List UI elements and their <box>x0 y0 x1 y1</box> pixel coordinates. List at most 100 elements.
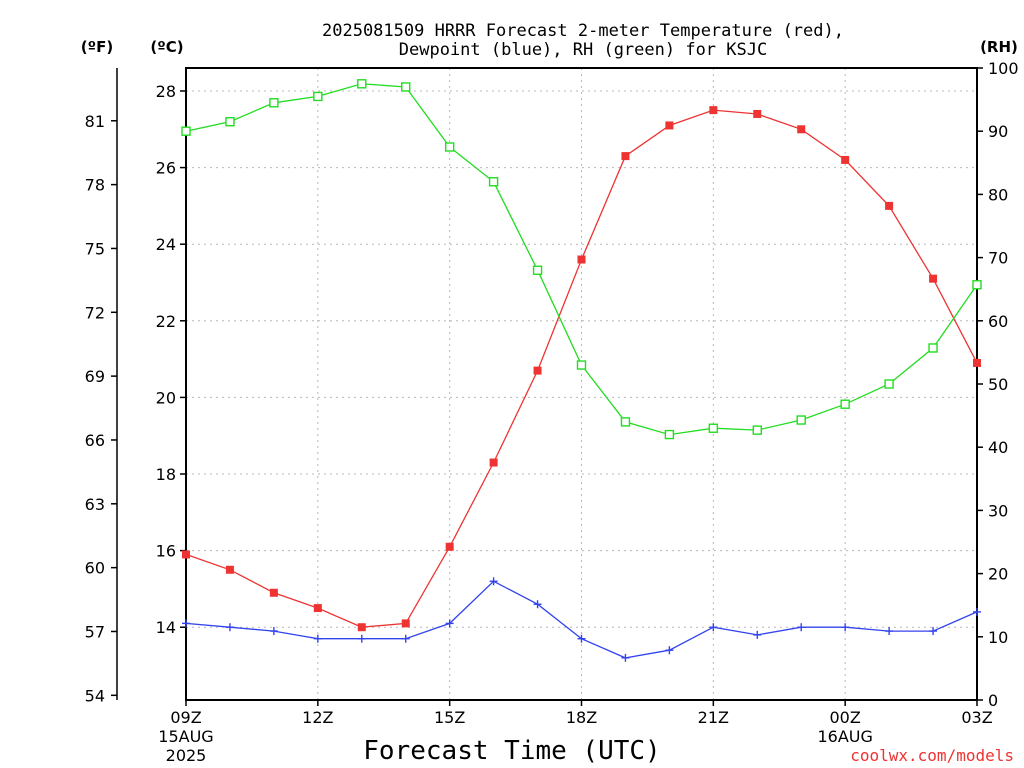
temperature-point <box>973 358 981 367</box>
axes <box>111 67 983 706</box>
rh-tick-label: 60 <box>988 312 1008 331</box>
chart-title: 2025081509 HRRR Forecast 2-meter Tempera… <box>322 21 844 41</box>
x-tick-date-label: 16AUG <box>817 727 872 746</box>
rh-tick-label: 50 <box>988 375 1008 394</box>
celsius-tick-label: 16 <box>156 542 176 561</box>
temperature-point <box>182 550 190 559</box>
rh-tick-label: 0 <box>988 691 998 710</box>
celsius-tick-label: 26 <box>156 159 176 178</box>
dewpoint-point <box>269 627 278 636</box>
fahrenheit-tick-label: 60 <box>85 559 105 578</box>
rh-point <box>313 91 323 102</box>
dewpoint-point <box>401 634 410 643</box>
rh-point <box>357 79 367 89</box>
dewpoint-line <box>185 580 978 659</box>
x-axis-label: Forecast Time (UTC) <box>363 736 660 766</box>
dewpoint-point <box>225 623 234 632</box>
temperature-point <box>269 588 278 597</box>
rh-point <box>444 142 455 152</box>
rh-axis-label: (RH) <box>980 38 1018 56</box>
rh-point <box>401 82 411 92</box>
grid <box>186 68 977 700</box>
fahrenheit-axis-label: (ºF) <box>81 38 113 56</box>
temperature-point <box>665 121 674 130</box>
temperature-point <box>313 604 322 613</box>
rh-tick-label: 10 <box>988 628 1008 647</box>
fahrenheit-tick-label: 54 <box>85 686 105 705</box>
celsius-tick-label: 18 <box>156 465 176 484</box>
dewpoint-point <box>841 623 850 632</box>
series <box>181 79 982 662</box>
rh-tick-label: 30 <box>988 501 1008 520</box>
temperature-point <box>401 619 410 628</box>
dewpoint-point <box>577 634 586 643</box>
celsius-axis-label: (ºC) <box>150 38 183 56</box>
credit-text: coolwx.com/models <box>850 746 1014 765</box>
rh-tick-label: 20 <box>988 565 1008 584</box>
fahrenheit-tick-label: 81 <box>85 112 105 131</box>
dewpoint-point <box>797 623 806 632</box>
rh-point <box>664 429 675 440</box>
dewpoint-point <box>533 600 542 609</box>
x-tick-date-label: 15AUG <box>158 727 213 746</box>
x-tick-label: 09Z <box>170 708 201 727</box>
temperature-point <box>709 106 718 115</box>
fahrenheit-tick-label: 66 <box>85 431 105 450</box>
dewpoint-point <box>709 623 718 632</box>
temperature-point <box>929 274 938 283</box>
celsius-tick-label: 20 <box>156 388 176 407</box>
temperature-point <box>445 542 454 551</box>
rh-point <box>269 98 279 108</box>
rh-point <box>928 343 938 353</box>
celsius-tick-label: 14 <box>156 618 176 637</box>
rh-point <box>840 399 850 409</box>
fahrenheit-tick-label: 69 <box>85 367 105 386</box>
rh-point <box>884 379 894 389</box>
celsius-tick-label: 22 <box>156 312 176 331</box>
rh-tick-label: 70 <box>988 249 1008 268</box>
x-tick-year-label: 2025 <box>166 746 207 765</box>
x-tick-label: 18Z <box>566 708 597 727</box>
dewpoint-point <box>357 634 366 643</box>
fahrenheit-tick-label: 72 <box>85 303 105 322</box>
rh-point <box>225 117 235 127</box>
rh-tick-label: 100 <box>988 59 1019 78</box>
dewpoint-point <box>182 619 190 628</box>
dewpoint-point <box>885 627 894 636</box>
dewpoint-point <box>973 607 981 616</box>
celsius-tick-label: 24 <box>156 235 176 254</box>
rh-point <box>620 417 631 427</box>
temperature-point <box>489 458 498 467</box>
rh-tick-label: 40 <box>988 438 1008 457</box>
x-tick-label: 12Z <box>302 708 333 727</box>
rh-point <box>708 423 719 433</box>
rh-point <box>752 425 762 435</box>
temperature-point <box>621 152 630 161</box>
temperature-point <box>797 125 806 134</box>
dewpoint-point <box>929 627 938 636</box>
temperature-point <box>753 109 762 118</box>
plot-frame <box>185 67 978 701</box>
temperature-point <box>841 155 850 164</box>
dewpoint-point <box>445 619 454 628</box>
celsius-tick-label: 28 <box>156 82 176 101</box>
fahrenheit-tick-label: 75 <box>85 239 105 258</box>
rh-point <box>488 177 499 187</box>
tick-labels: 54 57 60 63 66 69 72 75 78 81 14 16 18 20 22 24 26 28 0 10 2… <box>85 59 1019 765</box>
rh-point <box>576 360 587 370</box>
rh-tick-label: 90 <box>988 122 1008 141</box>
temperature-point <box>885 201 894 210</box>
rh-point <box>796 415 806 425</box>
rh-point <box>181 126 191 136</box>
x-tick-label: 00Z <box>830 708 861 727</box>
fahrenheit-tick-label: 63 <box>85 495 105 514</box>
rh-point <box>972 280 982 290</box>
fahrenheit-tick-label: 57 <box>85 622 105 641</box>
rh-tick-label: 80 <box>988 185 1008 204</box>
chart-subtitle: Dewpoint (blue), RH (green) for KSJC <box>399 40 767 60</box>
rh-point <box>532 265 543 275</box>
x-tick-label: 03Z <box>961 708 992 727</box>
temperature-point <box>225 565 234 574</box>
x-tick-label: 15Z <box>434 708 465 727</box>
